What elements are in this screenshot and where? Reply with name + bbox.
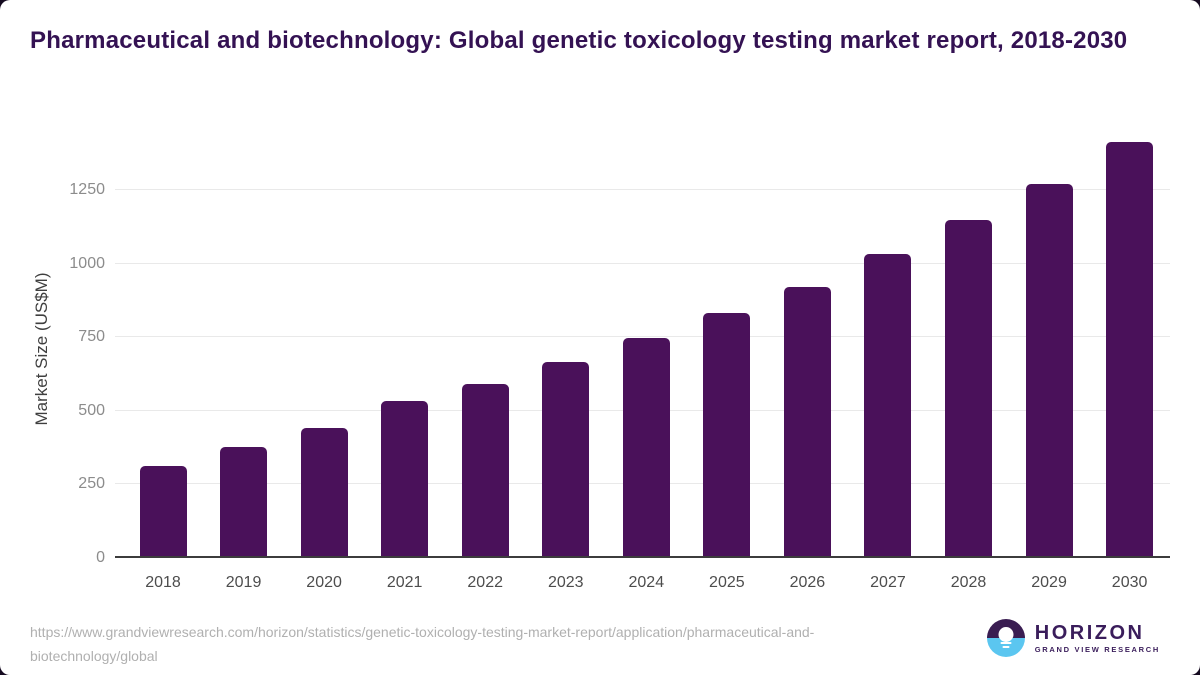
- bar-2022[interactable]: [461, 383, 509, 556]
- sun-icon: [998, 627, 1014, 642]
- bar-2023[interactable]: [542, 361, 590, 556]
- ripple-icon: [1002, 646, 1010, 648]
- bar-2030[interactable]: [1106, 142, 1154, 556]
- logo-brand-subtitle: GRAND VIEW RESEARCH: [1034, 645, 1160, 654]
- x-tick-label: 2018: [145, 574, 181, 591]
- y-tick-label: 750: [78, 328, 105, 346]
- x-axis-line: [115, 556, 1170, 558]
- bar-2024[interactable]: [622, 338, 670, 556]
- x-tick-label: 2025: [709, 574, 745, 591]
- y-axis-tick-labels: 0 250 500 750 1000 1250: [0, 140, 105, 566]
- bar-2029[interactable]: [1025, 183, 1073, 556]
- bar-2019[interactable]: [220, 447, 268, 556]
- x-tick-label: 2028: [950, 574, 987, 591]
- x-tick-label: 2026: [789, 574, 826, 591]
- gridline: [115, 262, 1170, 264]
- bar-2028[interactable]: [945, 220, 992, 556]
- ripple-icon: [1000, 642, 1012, 644]
- x-tick-label: 2023: [547, 574, 584, 591]
- horizon-logo[interactable]: HORIZON GRAND VIEW RESEARCH: [986, 619, 1160, 657]
- x-tick-label: 2019: [225, 574, 262, 591]
- y-tick-label: 500: [78, 401, 105, 419]
- x-tick-label: 2029: [1031, 574, 1067, 591]
- bar-2025[interactable]: [703, 313, 751, 556]
- bar-2018[interactable]: [139, 466, 187, 556]
- plot-area: 2018 2019 2020 2021 2022 2023 2024 2025 2026 2027…: [115, 140, 1170, 591]
- bar-2027[interactable]: [864, 254, 912, 556]
- x-tick-label: 2021: [386, 574, 423, 591]
- x-tick-label: 2027: [870, 574, 906, 591]
- horizon-logo-icon: [986, 619, 1025, 657]
- gridline: [115, 336, 1170, 338]
- gridline: [115, 189, 1170, 190]
- bar-2026[interactable]: [783, 286, 831, 556]
- y-tick-label: 0: [96, 549, 105, 566]
- y-tick-label: 250: [78, 475, 105, 493]
- y-tick-label: 1250: [69, 181, 105, 198]
- x-tick-label: 2022: [467, 574, 503, 591]
- source-url: https://www.grandviewresearch.com/horizo…: [30, 624, 815, 664]
- bar-2020[interactable]: [300, 427, 348, 556]
- x-tick-label: 2020: [306, 574, 342, 591]
- y-tick-label: 1000: [69, 254, 105, 272]
- page-title: Pharmaceutical and biotechnology: Global…: [30, 27, 1128, 54]
- horizon-logo-text: HORIZON GRAND VIEW RESEARCH: [1035, 622, 1160, 654]
- logo-brand-name: HORIZON: [1034, 622, 1145, 644]
- x-tick-label: 2024: [628, 574, 665, 591]
- x-tick-label: 2030: [1111, 574, 1148, 591]
- bar-2021[interactable]: [381, 401, 429, 556]
